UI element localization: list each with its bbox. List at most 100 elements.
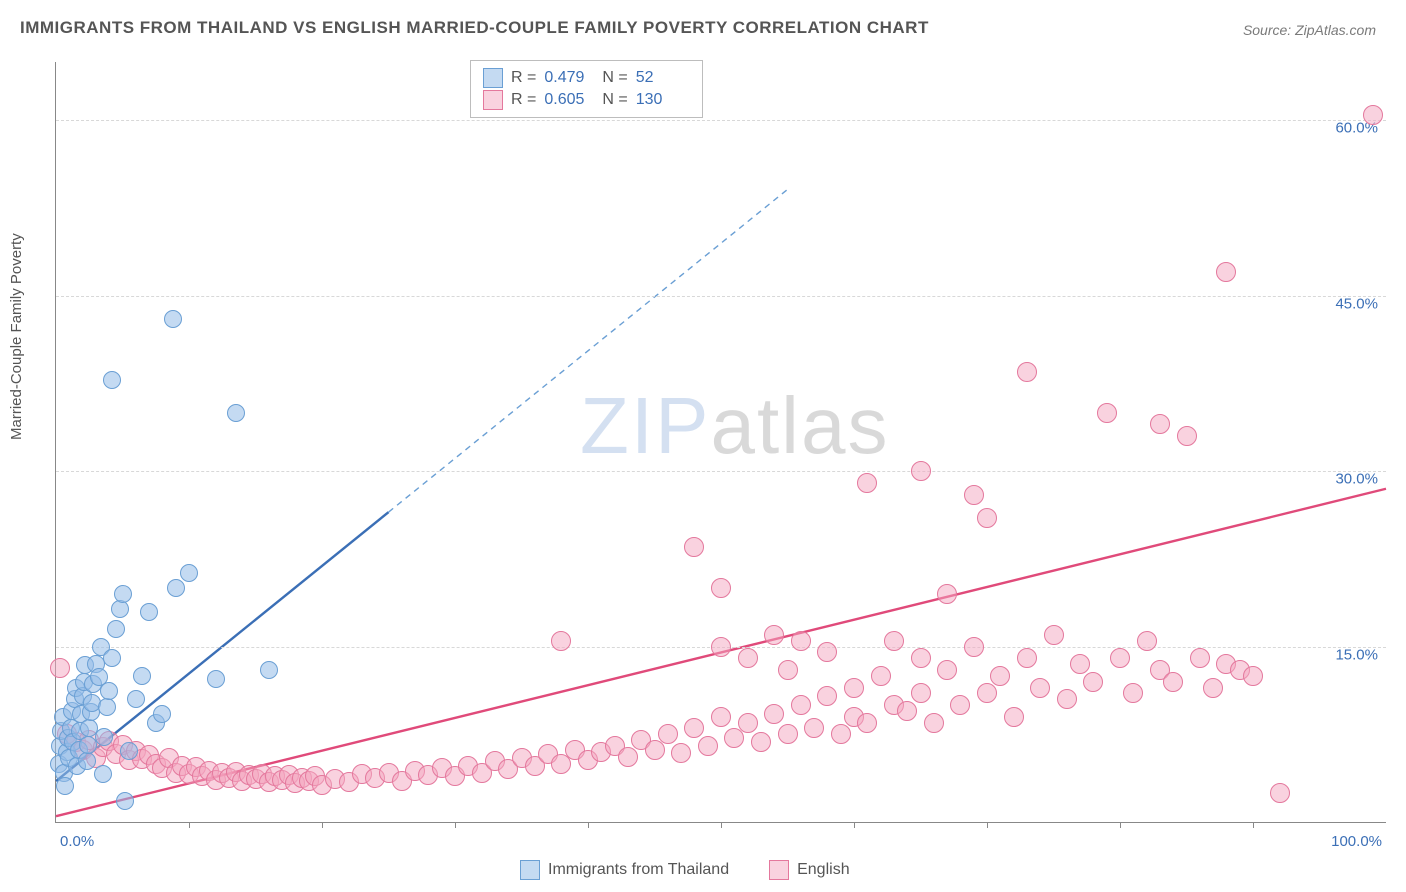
- data-point: [207, 670, 225, 688]
- data-point: [1097, 403, 1117, 423]
- data-point: [831, 724, 851, 744]
- data-point: [227, 404, 245, 422]
- x-tick: [1253, 822, 1254, 828]
- data-point: [937, 584, 957, 604]
- plot-area: 15.0%30.0%45.0%60.0%0.0%100.0%: [55, 62, 1386, 823]
- data-point: [111, 600, 129, 618]
- data-point: [857, 713, 877, 733]
- data-point: [1004, 707, 1024, 727]
- x-tick: [322, 822, 323, 828]
- data-point: [98, 698, 116, 716]
- y-axis-label: Married-Couple Family Poverty: [8, 233, 25, 440]
- legend-row-english: R = 0.605 N = 130: [483, 89, 686, 111]
- data-point: [1057, 689, 1077, 709]
- data-point: [1044, 625, 1064, 645]
- data-point: [671, 743, 691, 763]
- x-tick: [854, 822, 855, 828]
- data-point: [114, 585, 132, 603]
- data-point: [964, 485, 984, 505]
- data-point: [964, 637, 984, 657]
- r-label: R =: [511, 67, 536, 89]
- data-point: [950, 695, 970, 715]
- data-point: [260, 661, 278, 679]
- data-point: [1137, 631, 1157, 651]
- data-point: [884, 631, 904, 651]
- data-point: [1216, 262, 1236, 282]
- legend-row-thailand: R = 0.479 N = 52: [483, 67, 686, 89]
- chart-title: IMMIGRANTS FROM THAILAND VS ENGLISH MARR…: [20, 18, 929, 38]
- data-point: [127, 690, 145, 708]
- data-point: [180, 564, 198, 582]
- data-point: [791, 631, 811, 651]
- data-point: [1123, 683, 1143, 703]
- data-point: [1070, 654, 1090, 674]
- data-point: [911, 461, 931, 481]
- n-value: 130: [636, 89, 686, 111]
- data-point: [103, 371, 121, 389]
- y-tick-label: 45.0%: [1335, 295, 1378, 312]
- y-tick-label: 30.0%: [1335, 471, 1378, 488]
- x-tick: [721, 822, 722, 828]
- data-point: [711, 637, 731, 657]
- x-tick: [189, 822, 190, 828]
- data-point: [658, 724, 678, 744]
- data-point: [791, 695, 811, 715]
- data-point: [1017, 362, 1037, 382]
- data-point: [1243, 666, 1263, 686]
- x-tick: [455, 822, 456, 828]
- data-point: [778, 660, 798, 680]
- data-point: [164, 310, 182, 328]
- source-label: Source: ZipAtlas.com: [1243, 22, 1376, 38]
- data-point: [937, 660, 957, 680]
- data-point: [844, 678, 864, 698]
- r-label: R =: [511, 89, 536, 111]
- data-point: [120, 742, 138, 760]
- legend-item-english: English: [769, 860, 849, 880]
- data-point: [116, 792, 134, 810]
- data-point: [857, 473, 877, 493]
- series-legend: Immigrants from Thailand English: [520, 860, 850, 880]
- data-point: [778, 724, 798, 744]
- data-point: [711, 707, 731, 727]
- data-point: [1083, 672, 1103, 692]
- x-tick: [588, 822, 589, 828]
- x-tick-label-max: 100.0%: [1331, 833, 1382, 850]
- gridline: [56, 471, 1386, 472]
- data-point: [1363, 105, 1383, 125]
- data-point: [738, 648, 758, 668]
- data-point: [751, 732, 771, 752]
- data-point: [78, 752, 96, 770]
- data-point: [1190, 648, 1210, 668]
- swatch-thailand: [520, 860, 540, 880]
- data-point: [711, 578, 731, 598]
- data-point: [618, 747, 638, 767]
- data-point: [977, 508, 997, 528]
- swatch-english: [483, 90, 503, 110]
- series-label: English: [797, 861, 849, 879]
- data-point: [764, 704, 784, 724]
- data-point: [107, 620, 125, 638]
- correlation-legend: R = 0.479 N = 52 R = 0.605 N = 130: [470, 60, 703, 118]
- series-label: Immigrants from Thailand: [548, 861, 729, 879]
- data-point: [1030, 678, 1050, 698]
- data-point: [684, 718, 704, 738]
- n-value: 52: [636, 67, 686, 89]
- x-tick-label-min: 0.0%: [60, 833, 94, 850]
- data-point: [1203, 678, 1223, 698]
- data-point: [764, 625, 784, 645]
- data-point: [698, 736, 718, 756]
- data-point: [140, 603, 158, 621]
- trend-line: [389, 189, 788, 512]
- data-point: [1163, 672, 1183, 692]
- n-label: N =: [602, 89, 627, 111]
- data-point: [911, 683, 931, 703]
- data-point: [1017, 648, 1037, 668]
- data-point: [977, 683, 997, 703]
- data-point: [100, 682, 118, 700]
- data-point: [1110, 648, 1130, 668]
- r-value: 0.479: [544, 67, 594, 89]
- gridline: [56, 296, 1386, 297]
- data-point: [1150, 414, 1170, 434]
- x-tick: [1120, 822, 1121, 828]
- swatch-english: [769, 860, 789, 880]
